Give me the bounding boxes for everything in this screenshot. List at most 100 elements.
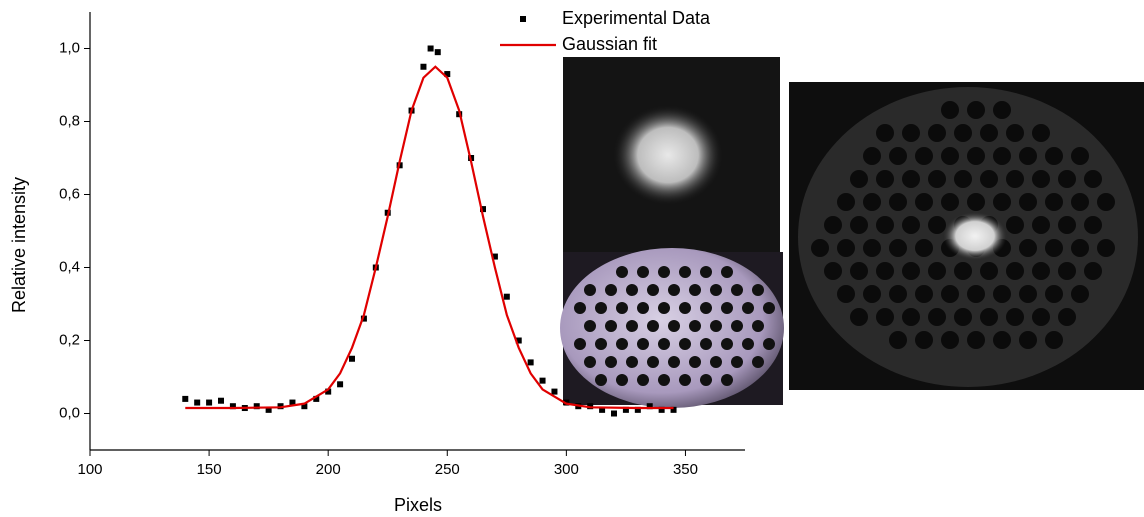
- fiber-hole: [941, 101, 959, 119]
- fiber-hole: [742, 338, 754, 350]
- y-tick-label: 0,8: [59, 112, 80, 129]
- fiber-hole: [928, 308, 946, 326]
- x-axis-title: Pixels: [394, 495, 442, 515]
- fiber-hole: [1045, 239, 1063, 257]
- fiber-hole: [605, 320, 617, 332]
- fiber-hole: [763, 338, 775, 350]
- fiber-hole: [689, 320, 701, 332]
- fiber-hole: [626, 356, 638, 368]
- data-point: [301, 403, 308, 410]
- fiber-hole: [616, 302, 628, 314]
- fiber-hole: [584, 356, 596, 368]
- y-tick-label: 1,0: [59, 39, 80, 56]
- fiber-hole: [993, 331, 1011, 349]
- data-point: [337, 381, 344, 388]
- fiber-hole: [1006, 216, 1024, 234]
- fiber-hole: [668, 284, 680, 296]
- fiber-hole: [731, 356, 743, 368]
- fiber-hole: [574, 302, 586, 314]
- x-tick-label: 100: [77, 461, 102, 478]
- fiber-hole: [850, 170, 868, 188]
- data-point: [182, 395, 189, 402]
- fiber-hole: [742, 302, 754, 314]
- fiber-hole: [574, 338, 586, 350]
- fiber-hole: [850, 262, 868, 280]
- fiber-hole: [993, 101, 1011, 119]
- fiber-hole: [637, 374, 649, 386]
- fiber-hole: [700, 302, 712, 314]
- fiber-hole: [941, 193, 959, 211]
- data-point: [313, 395, 320, 402]
- fiber-hole: [915, 239, 933, 257]
- fiber-hole: [889, 331, 907, 349]
- fiber-hole: [967, 193, 985, 211]
- fiber-hole: [941, 285, 959, 303]
- fiber-hole: [837, 239, 855, 257]
- fiber-hole: [967, 331, 985, 349]
- fiber-hole: [928, 124, 946, 142]
- fiber-hole: [902, 170, 920, 188]
- fiber-hole: [928, 262, 946, 280]
- y-tick-label: 0,2: [59, 331, 80, 348]
- data-point: [265, 406, 272, 413]
- fiber-hole: [811, 239, 829, 257]
- fiber-hole: [1032, 170, 1050, 188]
- fiber-hole: [700, 374, 712, 386]
- fiber-hole: [721, 338, 733, 350]
- fiber-hole: [1006, 170, 1024, 188]
- data-point: [599, 406, 606, 413]
- data-point: [515, 337, 522, 344]
- fiber-hole: [626, 284, 638, 296]
- fiber-hole: [915, 331, 933, 349]
- x-tick-label: 250: [435, 461, 460, 478]
- fiber-hole: [637, 338, 649, 350]
- data-point: [194, 399, 201, 406]
- fit-line: [185, 65, 674, 410]
- fiber-hole: [980, 308, 998, 326]
- fiber-hole: [1058, 216, 1076, 234]
- data-point: [611, 410, 617, 417]
- fiber-hole: [863, 147, 881, 165]
- fiber-hole: [941, 147, 959, 165]
- fiber-hole: [658, 374, 670, 386]
- fiber-hole: [928, 170, 946, 188]
- data-point: [229, 403, 236, 410]
- fiber-hole: [954, 124, 972, 142]
- fiber-hole: [679, 374, 691, 386]
- fiber-hole: [595, 302, 607, 314]
- fiber-hole: [1006, 308, 1024, 326]
- fiber-hole: [993, 285, 1011, 303]
- fiber-hole: [616, 374, 628, 386]
- mode-spot: [613, 105, 723, 205]
- data-point: [427, 45, 434, 52]
- fiber-hole: [1058, 170, 1076, 188]
- data-point: [622, 406, 629, 413]
- x-tick-label: 150: [197, 461, 222, 478]
- fiber-hole: [616, 266, 628, 278]
- mode-spot: [943, 212, 1007, 260]
- fiber-hole: [679, 302, 691, 314]
- fiber-hole: [902, 216, 920, 234]
- fiber-hole: [1071, 239, 1089, 257]
- fiber-hole: [1045, 147, 1063, 165]
- fiber-hole: [837, 285, 855, 303]
- legend-label: Experimental Data: [562, 8, 711, 28]
- fiber-hole: [954, 262, 972, 280]
- fiber-hole: [721, 302, 733, 314]
- fiber-hole: [863, 239, 881, 257]
- fiber-hole: [850, 216, 868, 234]
- data-point: [658, 406, 665, 413]
- fiber-holes: [811, 101, 1115, 349]
- data-point: [634, 406, 641, 413]
- fiber-hole: [700, 338, 712, 350]
- fiber-hole: [721, 266, 733, 278]
- fiber-hole: [605, 284, 617, 296]
- x-tick-label: 200: [316, 461, 341, 478]
- fiber-hole: [668, 356, 680, 368]
- fiber-hole: [1084, 170, 1102, 188]
- fiber-hole: [752, 320, 764, 332]
- fiber-hole: [1019, 193, 1037, 211]
- fiber-hole: [876, 124, 894, 142]
- fiber-hole: [902, 124, 920, 142]
